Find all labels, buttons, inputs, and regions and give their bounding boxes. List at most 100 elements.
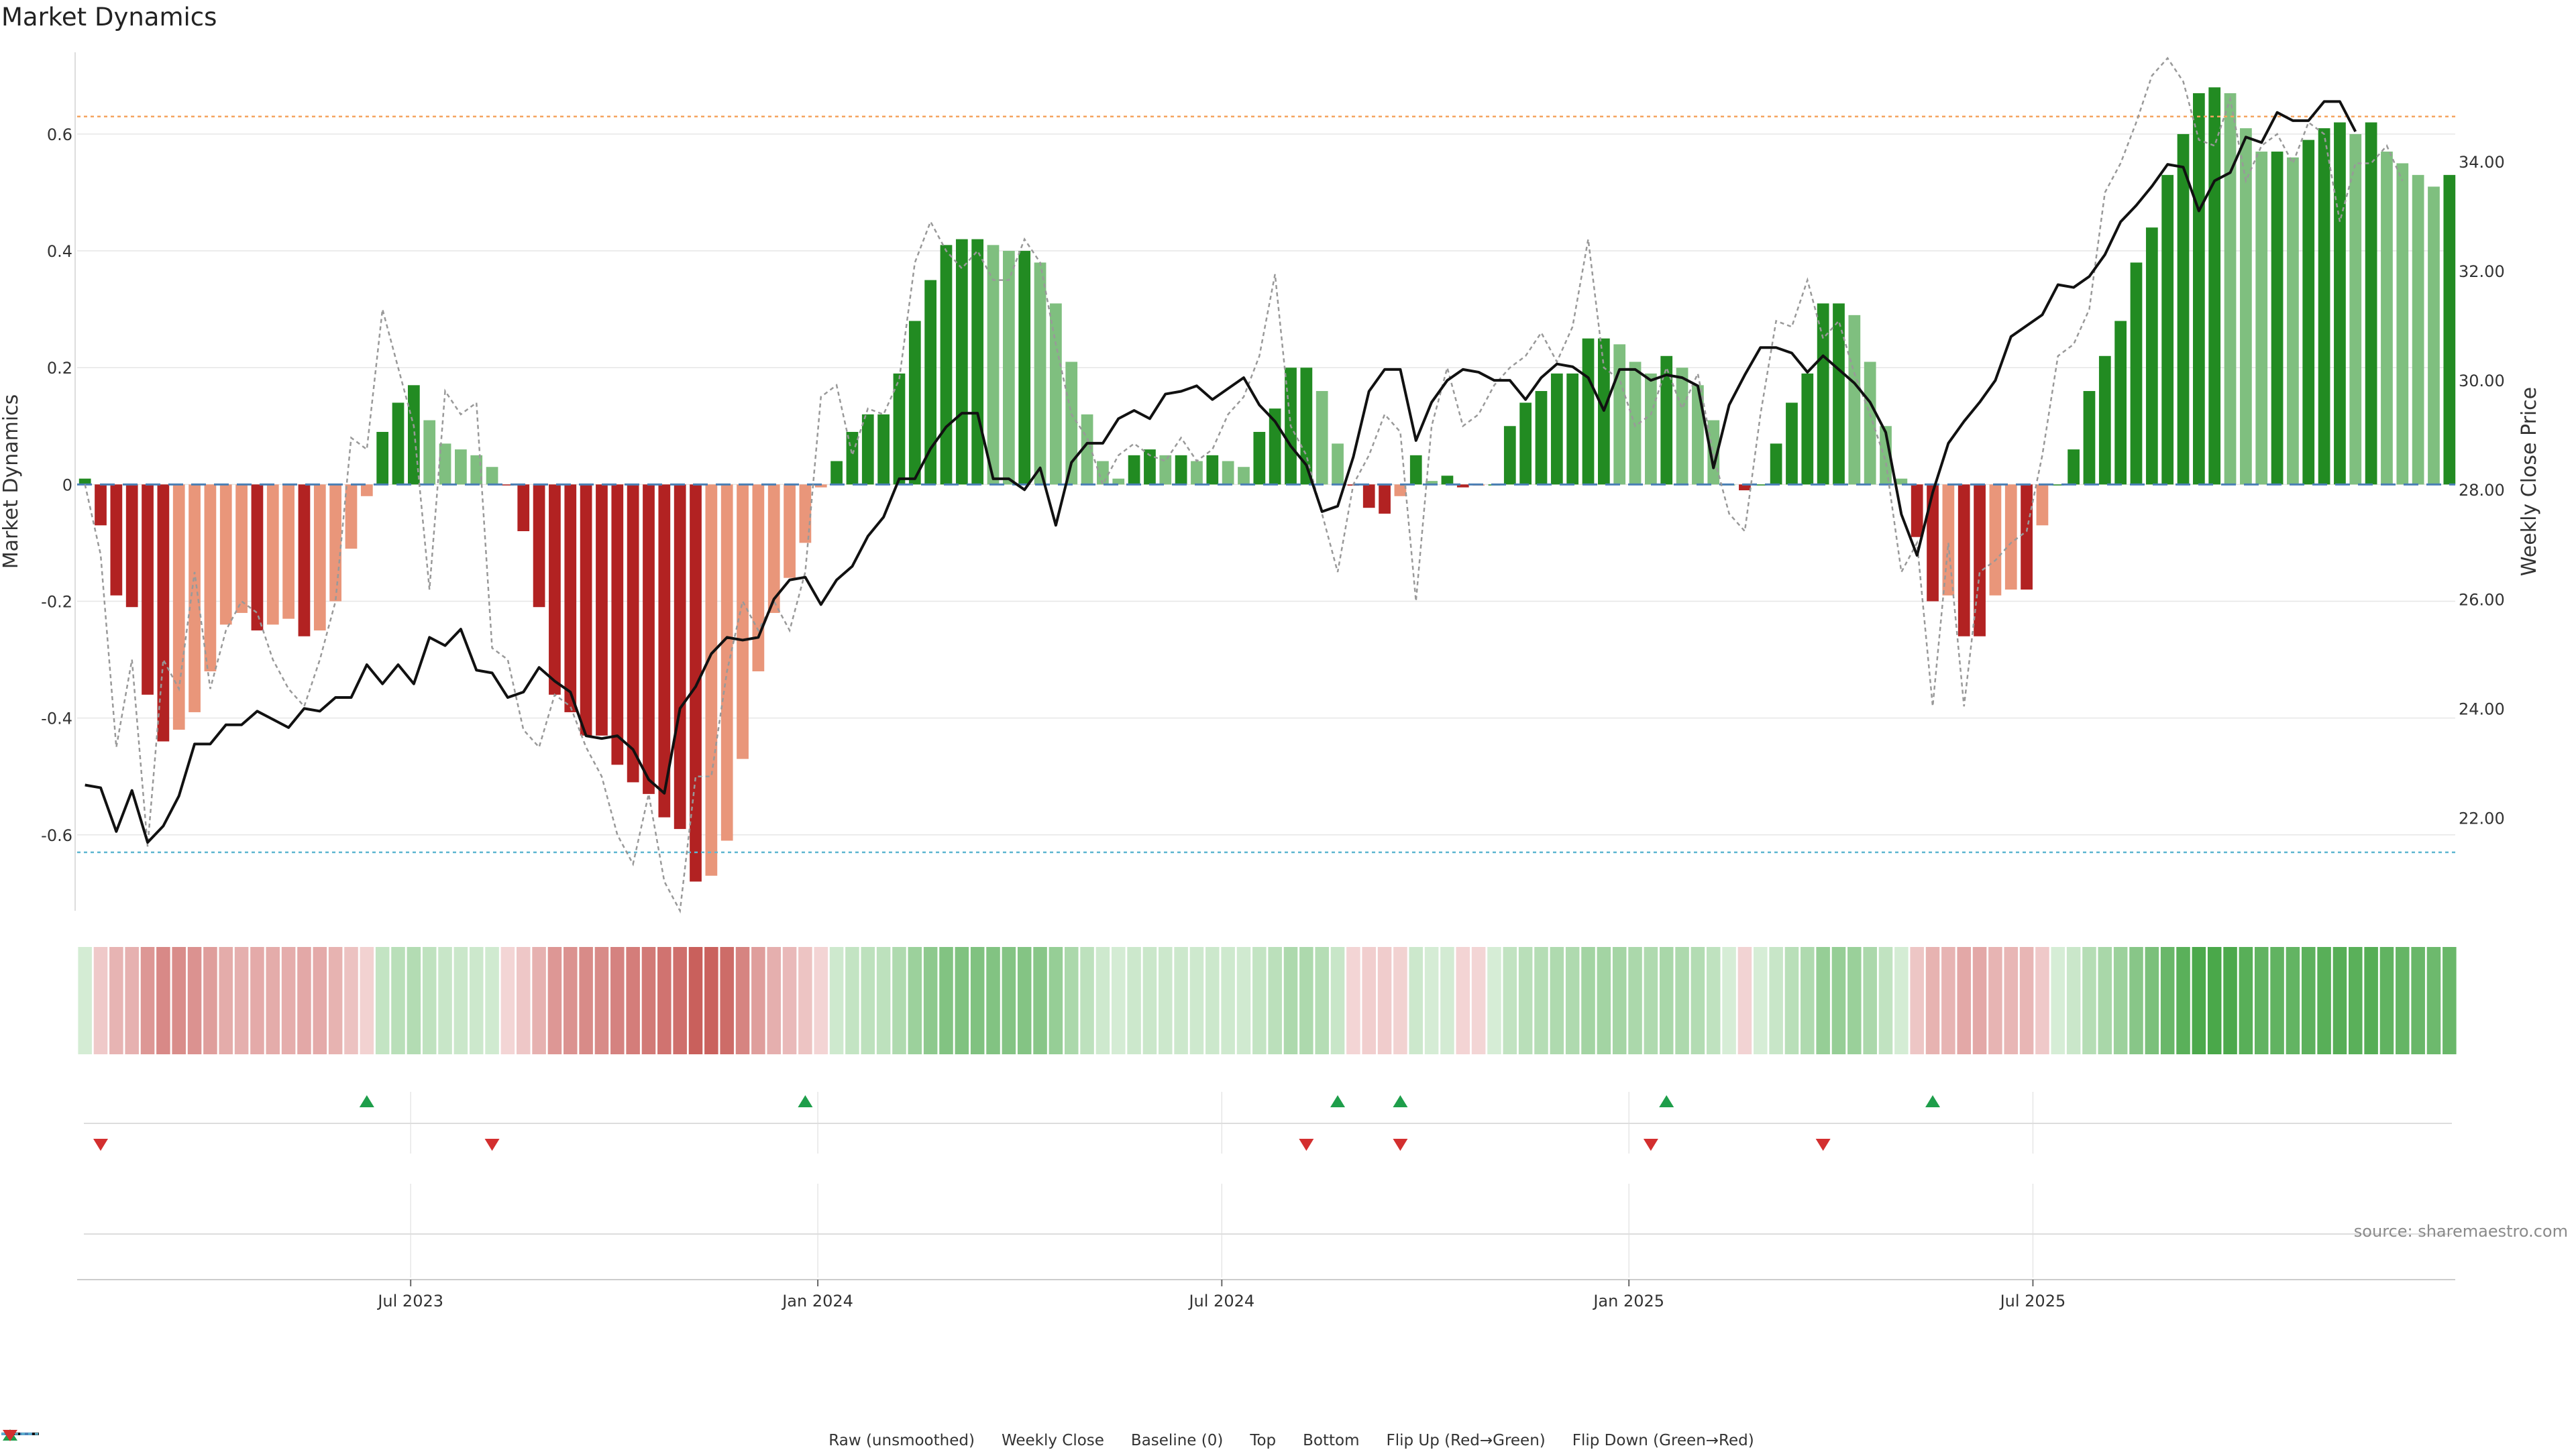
dynamics-bar (1550, 373, 1563, 485)
heat-cell (1941, 947, 1955, 1054)
dynamics-bar (1065, 361, 1078, 485)
dynamics-bar (611, 484, 624, 765)
chart-legend: Raw (unsmoothed) Weekly Close Baseline (0)… (0, 1427, 2576, 1454)
dynamics-bar (2161, 174, 2174, 485)
heat-cell (1754, 947, 1768, 1054)
dynamics-bar (125, 484, 138, 608)
dynamics-bar (955, 239, 968, 485)
flip-up-marker (1659, 1095, 1674, 1107)
heat-cell (594, 947, 609, 1054)
heat-cell (908, 947, 922, 1054)
dynamics-bar (2428, 186, 2440, 485)
heat-cell (1487, 947, 1501, 1054)
heat-cell (1033, 947, 1047, 1054)
dynamics-bar (737, 484, 749, 759)
heat-cell (2051, 947, 2065, 1054)
dynamics-bar (1018, 251, 1031, 485)
dynamics-bar (2412, 174, 2424, 485)
heat-cell (845, 947, 859, 1054)
heat-cell (1722, 947, 1736, 1054)
dynamics-bar (2036, 484, 2049, 526)
dynamics-bar (1927, 484, 1939, 602)
dynamics-bar (2083, 391, 2096, 485)
heat-cell (391, 947, 405, 1054)
dynamics-bar (1676, 368, 1688, 485)
heat-cell (2426, 947, 2441, 1054)
weekly-close-line (85, 100, 2357, 844)
dynamics-bar (1911, 484, 1923, 537)
heat-cell (1863, 947, 1877, 1054)
heat-cell (1315, 947, 1329, 1054)
dynamics-bar (2004, 484, 2017, 590)
x-tick-label: Jan 2025 (1592, 1292, 1664, 1310)
dynamics-bar (282, 484, 294, 619)
dynamics-bar (893, 373, 906, 485)
heat-cell (1080, 947, 1094, 1054)
dynamics-bar (2334, 122, 2346, 485)
dynamics-bar (752, 484, 765, 671)
dynamics-bar (313, 484, 326, 631)
dynamics-bar (1332, 443, 1344, 485)
heat-cell (704, 947, 718, 1054)
dynamics-bar (1362, 484, 1375, 508)
dynamics-bar (705, 484, 718, 876)
heat-cell (1424, 947, 1439, 1054)
dynamics-bar (861, 414, 874, 485)
dynamics-bar (2192, 93, 2205, 485)
heat-cell (1142, 947, 1157, 1054)
dynamics-bar (95, 484, 107, 526)
dynamics-bar (2318, 128, 2330, 485)
dynamics-bar (1300, 368, 1313, 485)
heat-cell (1064, 947, 1079, 1054)
dynamics-bar (767, 484, 780, 613)
dynamics-bar (2365, 122, 2377, 485)
dynamics-bar (517, 484, 530, 532)
heat-cell (172, 947, 186, 1054)
flip-down-marker (1299, 1139, 1314, 1151)
heat-cell (1565, 947, 1580, 1054)
heat-cell (1597, 947, 1611, 1054)
dynamics-bar (830, 461, 843, 485)
heat-cell (1377, 947, 1392, 1054)
dynamics-bar (1050, 303, 1062, 485)
dynamics-bar (1175, 455, 1187, 485)
heat-cell (234, 947, 249, 1054)
legend-baseline-label: Baseline (0) (1130, 1432, 1224, 1449)
heat-cell (1628, 947, 1642, 1054)
heat-cell (2207, 947, 2222, 1054)
dynamics-bar (596, 484, 608, 736)
heat-cell (2113, 947, 2128, 1054)
heat-cell (876, 947, 891, 1054)
legend-raw: Raw (unsmoothed) (1, 1432, 975, 1449)
heat-cell (1988, 947, 2002, 1054)
heat-cell (547, 947, 562, 1054)
heat-cell (673, 947, 687, 1054)
heat-cell (1737, 947, 1752, 1054)
legend-bottom: Bottom (1, 1432, 1360, 1449)
dynamics-bar (172, 484, 185, 730)
heat-cell (1346, 947, 1360, 1054)
dynamics-bar (1582, 338, 1595, 485)
heat-cell (2270, 947, 2284, 1054)
heat-cell (1393, 947, 1407, 1054)
dynamics-bar (1535, 391, 1548, 485)
heat-cell (1440, 947, 1454, 1054)
heat-cell (360, 947, 374, 1054)
heat-cell (1972, 947, 1987, 1054)
dynamics-bar (439, 443, 451, 485)
heat-cell (2082, 947, 2096, 1054)
y-tick-label: 0 (62, 476, 72, 494)
heat-cell (1894, 947, 1909, 1054)
dynamics-bar (1801, 373, 1814, 485)
dynamics-bar (971, 239, 984, 485)
legend-flip-down: Flip Down (Green→Red) (3, 1430, 1754, 1449)
heat-cell (720, 947, 734, 1054)
dynamics-bar (189, 484, 201, 712)
heat-cell (1503, 947, 1517, 1054)
dynamics-bar (1895, 478, 1908, 485)
heat-cell (140, 947, 155, 1054)
dynamics-bar (643, 484, 655, 794)
heat-cell (2396, 947, 2410, 1054)
dynamics-bar (2224, 93, 2237, 485)
